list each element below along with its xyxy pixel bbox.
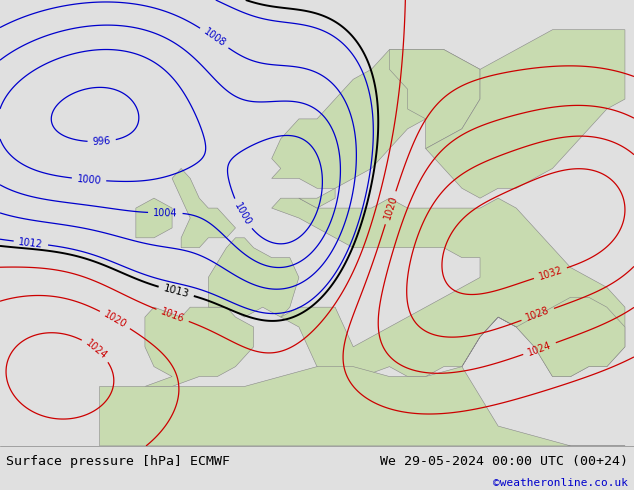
Text: ©weatheronline.co.uk: ©weatheronline.co.uk: [493, 478, 628, 489]
Text: 1016: 1016: [159, 306, 186, 324]
Text: 1028: 1028: [524, 305, 551, 323]
Text: 1013: 1013: [162, 283, 190, 299]
Text: We 29-05-2024 00:00 UTC (00+24): We 29-05-2024 00:00 UTC (00+24): [380, 455, 628, 468]
Text: 1020: 1020: [102, 309, 128, 330]
Text: 1024: 1024: [84, 338, 109, 361]
Text: 1000: 1000: [77, 173, 101, 186]
Text: 1024: 1024: [526, 340, 553, 358]
Text: 1000: 1000: [232, 201, 252, 227]
Text: 1012: 1012: [18, 237, 44, 249]
Text: 1008: 1008: [202, 27, 227, 49]
Text: 1032: 1032: [537, 265, 564, 282]
Text: 996: 996: [93, 136, 111, 147]
Text: Surface pressure [hPa] ECMWF: Surface pressure [hPa] ECMWF: [6, 455, 230, 468]
Text: 1004: 1004: [153, 208, 178, 218]
Text: 1020: 1020: [382, 195, 399, 221]
